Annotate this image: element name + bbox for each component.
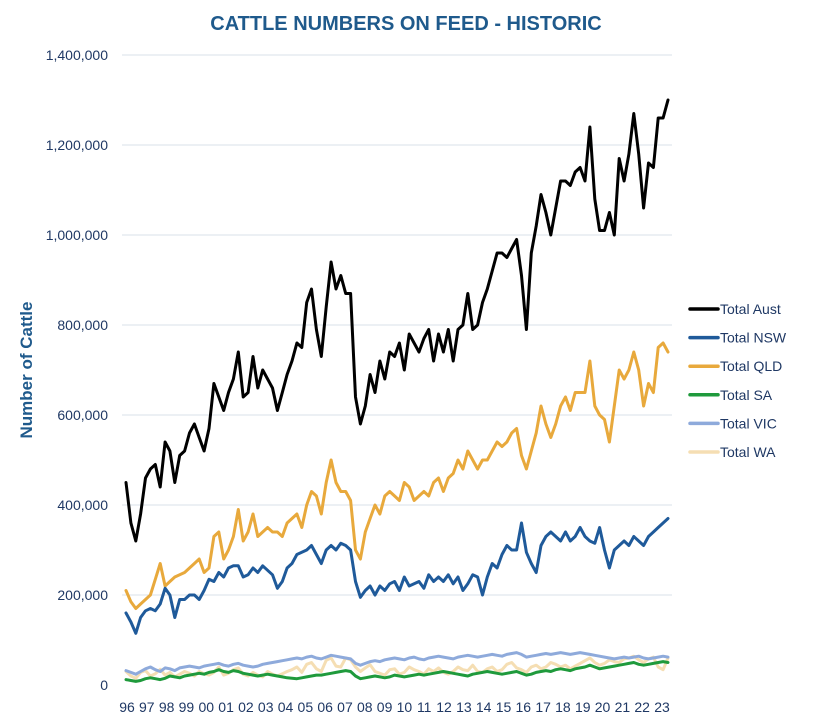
legend-label-total-wa: Total WA xyxy=(720,444,776,460)
x-tick-label: 11 xyxy=(417,699,432,715)
x-tick-label: 17 xyxy=(535,699,551,715)
x-tick-label: 00 xyxy=(198,699,214,715)
x-tick-label: 03 xyxy=(258,699,274,715)
x-tick-label: 98 xyxy=(159,699,175,715)
x-tick-label: 22 xyxy=(634,699,650,715)
x-tick-label: 19 xyxy=(575,699,591,715)
series-line-total-nsw xyxy=(124,517,670,635)
legend-label-total-vic: Total VIC xyxy=(720,415,777,431)
x-tick-label: 04 xyxy=(278,699,294,715)
x-tick-label: 20 xyxy=(595,699,611,715)
x-tick-label: 09 xyxy=(377,699,393,715)
y-tick-label: 1,400,000 xyxy=(46,47,108,63)
x-tick-label: 06 xyxy=(317,699,333,715)
chart-title: CATTLE NUMBERS ON FEED - HISTORIC xyxy=(210,13,601,35)
gridlines xyxy=(122,54,672,596)
y-axis-label: Number of Cattle xyxy=(17,302,36,439)
series-line-total-qld xyxy=(124,341,670,610)
x-tick-label: 15 xyxy=(496,699,512,715)
x-tick-label: 08 xyxy=(357,699,373,715)
y-tick-label: 1,000,000 xyxy=(46,227,108,243)
legend-label-total-qld: Total QLD xyxy=(720,358,782,374)
y-tick-label: 800,000 xyxy=(57,317,108,333)
y-tick-label: 1,200,000 xyxy=(46,137,108,153)
legend-label-total-sa: Total SA xyxy=(720,387,773,403)
x-tick-label: 18 xyxy=(555,699,571,715)
series-lines xyxy=(124,98,670,683)
x-tick-label: 07 xyxy=(337,699,353,715)
series-line-total-vic xyxy=(124,651,670,676)
y-tick-label: 0 xyxy=(100,677,108,693)
series-line-total-aust xyxy=(124,98,670,543)
x-tick-labels: 96 97 98 99 00 01 02 03 04 05 06 07 08 09 10 11 12 13 14 15… xyxy=(119,699,670,715)
x-tick-label: 14 xyxy=(476,699,492,715)
x-tick-label: 12 xyxy=(436,699,452,715)
x-tick-label: 13 xyxy=(456,699,472,715)
y-tick-label: 400,000 xyxy=(57,497,108,513)
y-tick-label: 600,000 xyxy=(57,407,108,423)
x-tick-label: 16 xyxy=(516,699,532,715)
x-tick-label: 02 xyxy=(238,699,254,715)
legend-label-total-nsw: Total NSW xyxy=(720,330,787,346)
x-tick-label: 05 xyxy=(298,699,314,715)
y-tick-labels: 0 200,000 400,000 600,000 800,000 1,000,000 1,… xyxy=(46,47,109,693)
x-tick-label: 99 xyxy=(179,699,195,715)
x-tick-label: 97 xyxy=(139,699,155,715)
x-tick-label: 21 xyxy=(615,699,631,715)
y-tick-label: 200,000 xyxy=(57,587,108,603)
x-tick-label: 01 xyxy=(218,699,234,715)
x-tick-label: 23 xyxy=(654,699,670,715)
x-tick-label: 10 xyxy=(397,699,413,715)
series-line-total-sa xyxy=(124,660,670,683)
x-tick-label: 96 xyxy=(119,699,135,715)
legend: Total Aust Total NSW Total QLD Total SA Tota… xyxy=(688,301,787,460)
legend-label-total-aust: Total Aust xyxy=(720,301,781,317)
